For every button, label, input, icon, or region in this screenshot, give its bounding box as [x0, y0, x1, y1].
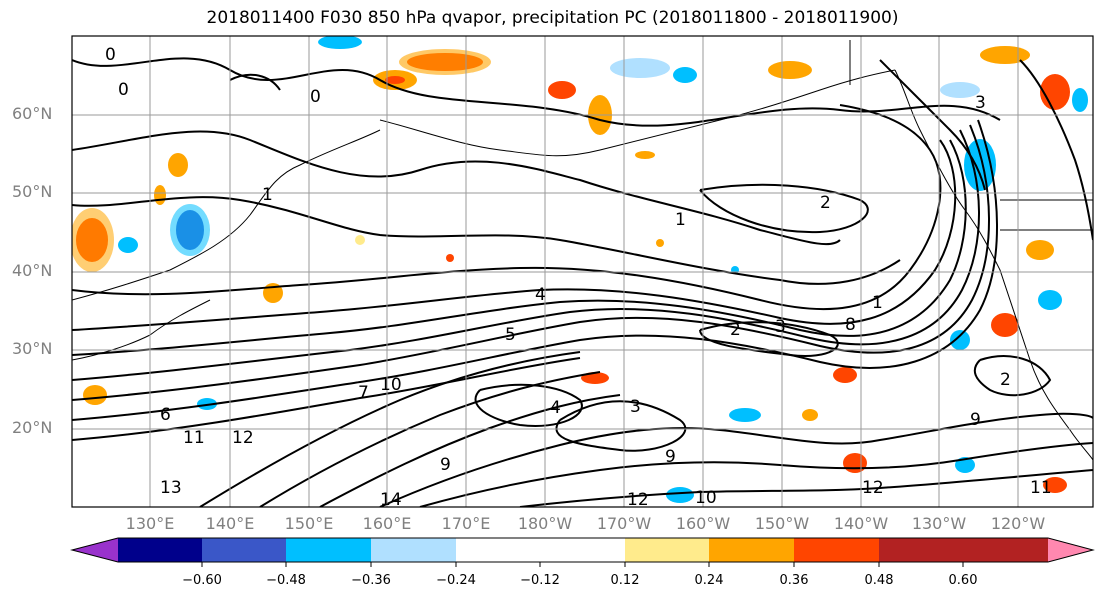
contour-label: 1 [872, 293, 883, 313]
contour-label: 3 [630, 397, 641, 417]
colorbar-extend-low [72, 538, 118, 562]
lon-label: 140°W [833, 514, 889, 533]
colorbar-bin [540, 538, 625, 562]
colorbar-tick-label: −0.24 [436, 573, 476, 588]
colorbar-tick-label: 0.60 [948, 573, 978, 588]
contour-label: 14 [380, 490, 402, 510]
contour-label: 1 [262, 185, 273, 205]
colorbar-bin [794, 538, 879, 562]
lon-label: 130°E [125, 514, 175, 533]
lon-label: 170°W [596, 514, 652, 533]
lon-label: 180°W [517, 514, 573, 533]
lon-label: 140°E [205, 514, 255, 533]
lat-label: 20°N [12, 418, 53, 437]
colorbar-bin [879, 538, 963, 562]
colorbar-bin [963, 538, 1048, 562]
contour-label: 2 [1000, 370, 1011, 390]
contour-label: 7 [358, 383, 369, 403]
lon-label: 150°E [284, 514, 334, 533]
lon-label: 130°W [911, 514, 967, 533]
colorbar-bin [286, 538, 371, 562]
colorbar-tick-label: 0.24 [694, 573, 724, 588]
contour-label: 3 [975, 93, 986, 113]
contour-label: 2 [730, 320, 741, 340]
lat-label: 30°N [12, 339, 53, 358]
colorbar-bin [371, 538, 456, 562]
colorbar-tick-label: −0.12 [520, 573, 560, 588]
colorbar-tick-label: −0.36 [351, 573, 391, 588]
colorbar [70, 537, 1095, 567]
contour-label: 6 [160, 405, 171, 425]
colorbar-tick-label: 0.36 [779, 573, 809, 588]
colorbar-tick-label: 0.12 [610, 573, 640, 588]
colorbar-extend-high [1048, 538, 1093, 562]
contour-label-group: 0 0 0 1 1 1 2 2 2 3 3 3 4 4 5 6 7 8 9 10… [105, 45, 1052, 510]
colorbar-bin [202, 538, 286, 562]
lon-label: 150°W [754, 514, 810, 533]
colorbar-bin [625, 538, 709, 562]
map-title: 2018011400 F030 850 hPa qvapor, precipit… [206, 8, 899, 28]
lon-label: 170°E [441, 514, 491, 533]
contour-label: 4 [550, 398, 561, 418]
contour-label: 0 [118, 80, 129, 100]
contour-label: 9 [440, 455, 451, 475]
lon-label: 120°W [990, 514, 1046, 533]
contour-label: 10 [695, 488, 717, 508]
graticule [72, 36, 1093, 507]
lon-label: 160°E [362, 514, 412, 533]
colorbar-tick-label: 0.48 [864, 573, 894, 588]
lat-label: 40°N [12, 261, 53, 280]
contour-label: 11 [183, 428, 205, 448]
colorbar-bin [709, 538, 794, 562]
qvapor-contours [72, 57, 1093, 507]
contour-label: 12 [862, 478, 884, 498]
contour-label: 12 [627, 490, 649, 510]
contour-label: 10 [380, 375, 402, 395]
contour-label: 8 [845, 315, 856, 335]
lat-label: 60°N [12, 104, 53, 123]
contour-label: 1 [675, 210, 686, 230]
contour-label: 0 [105, 45, 116, 65]
colorbar-tick-label: −0.60 [182, 573, 222, 588]
contour-label: 13 [160, 478, 182, 498]
colorbar-bin [456, 538, 540, 562]
lon-label: 160°W [675, 514, 731, 533]
contour-label: 0 [310, 87, 321, 107]
contour-label: 3 [775, 317, 786, 337]
contour-label: 12 [232, 428, 254, 448]
contour-label: 9 [665, 447, 676, 467]
map-frame [71, 35, 1094, 508]
contour-label: 5 [505, 325, 516, 345]
contour-label: 11 [1030, 478, 1052, 498]
contour-label: 2 [820, 193, 831, 213]
contour-label: 9 [970, 410, 981, 430]
colorbar-tick-label: −0.48 [266, 573, 306, 588]
lat-label: 50°N [12, 182, 53, 201]
colorbar-bin [118, 538, 202, 562]
contour-label: 4 [535, 285, 546, 305]
